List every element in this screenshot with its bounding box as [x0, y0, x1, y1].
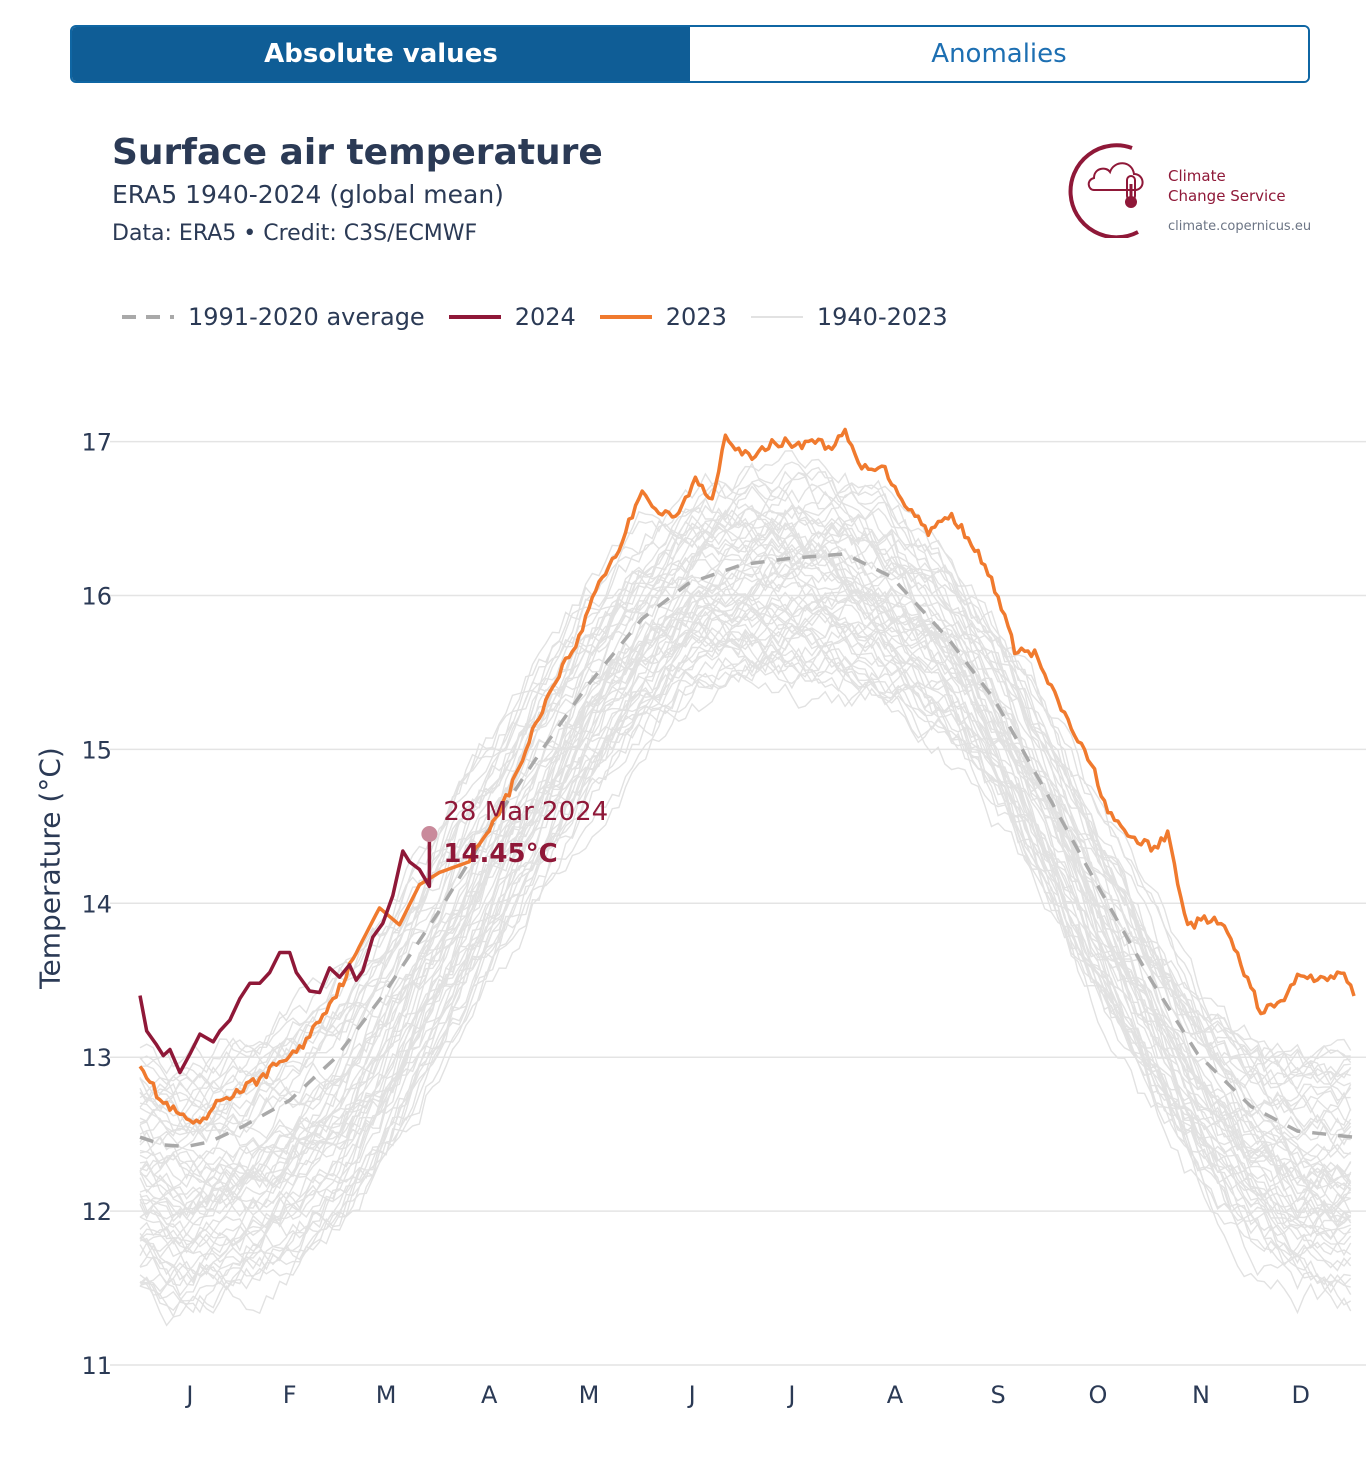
- historical-line: [139, 470, 1352, 1099]
- x-tick-label: F: [283, 1381, 297, 1409]
- legend-swatch-2024: [448, 315, 501, 319]
- view-toggle: Absolute values Anomalies: [70, 25, 1310, 83]
- historical-line: [139, 461, 1352, 1085]
- x-tick-label: M: [376, 1381, 397, 1409]
- legend-item-2023[interactable]: 2023: [598, 303, 727, 331]
- x-tick-label: S: [990, 1381, 1005, 1409]
- historical-line: [139, 507, 1351, 1113]
- historical-line: [139, 614, 1351, 1280]
- x-tick-label: J: [786, 1381, 795, 1409]
- legend-label-average: 1991-2020 average: [188, 303, 425, 331]
- x-tick-label: N: [1192, 1381, 1210, 1409]
- copernicus-logo: [1068, 143, 1144, 238]
- historical-line: [139, 621, 1352, 1284]
- chart-title: Surface air temperature: [112, 132, 603, 173]
- logo-text-line2: Change Service: [1168, 187, 1286, 205]
- legend-swatch-historical: [750, 316, 803, 318]
- y-ticks: 11 12 13 14 15 16 17: [81, 429, 112, 1380]
- historical-line: [139, 582, 1352, 1238]
- chart-legend: 1991-2020 average 2024 2023 1940-2023: [120, 300, 970, 334]
- historical-line: [139, 481, 1352, 1089]
- historical-line: [139, 503, 1351, 1137]
- y-tick-label: 13: [81, 1044, 112, 1072]
- average-line: [139, 552, 1355, 1149]
- historical-line: [139, 581, 1352, 1235]
- series-lines: [138, 427, 1356, 1149]
- historical-line: [139, 633, 1352, 1314]
- legend-label-2023: 2023: [665, 303, 727, 331]
- series-2024-line: [138, 834, 432, 1075]
- legend-swatch-average: [122, 315, 174, 319]
- historical-line: [139, 584, 1352, 1204]
- legend-swatch-2023: [599, 315, 652, 319]
- historical-line: [139, 513, 1352, 1132]
- historical-line: [139, 506, 1352, 1146]
- historical-line: [139, 620, 1352, 1265]
- x-tick-label: O: [1088, 1381, 1107, 1409]
- logo-text-line1: Climate: [1168, 167, 1226, 185]
- historical-line: [139, 450, 1351, 1079]
- x-tick-label: D: [1292, 1381, 1310, 1409]
- temperature-chart: 11 12 13 14 15 16 17 J F M A M J J A S O N D 28 Mar 2024 1…: [81, 427, 1366, 1409]
- historical-line: [139, 573, 1351, 1232]
- historical-line: [139, 604, 1352, 1254]
- historical-line: [139, 611, 1351, 1258]
- legend-item-historical[interactable]: 1940-2023: [749, 303, 948, 331]
- y-tick-label: 17: [81, 429, 112, 457]
- historical-line: [139, 609, 1352, 1286]
- historical-line: [139, 582, 1352, 1245]
- x-tick-label: A: [481, 1381, 498, 1409]
- x-tick-label: J: [184, 1381, 193, 1409]
- x-tick-label: A: [887, 1381, 904, 1409]
- chart-credit: Data: ERA5 • Credit: C3S/ECMWF: [112, 221, 478, 246]
- annotation-value-label: 14.45°C: [443, 839, 557, 869]
- historical-line: [139, 482, 1352, 1112]
- y-tick-label: 12: [81, 1198, 112, 1226]
- historical-line: [139, 514, 1351, 1117]
- x-tick-label: M: [579, 1381, 600, 1409]
- tab-absolute-values[interactable]: Absolute values: [72, 27, 690, 81]
- logo-url: climate.copernicus.eu: [1168, 219, 1312, 234]
- historical-line: [139, 642, 1352, 1287]
- x-tick-label: J: [687, 1381, 696, 1409]
- historical-lines: [139, 450, 1352, 1327]
- y-tick-label: 14: [81, 890, 112, 918]
- chart-subtitle: ERA5 1940-2024 (global mean): [112, 180, 504, 209]
- annotation-date-label: 28 Mar 2024: [443, 797, 608, 827]
- y-tick-label: 15: [81, 736, 112, 764]
- historical-line: [139, 535, 1352, 1191]
- legend-item-average[interactable]: 1991-2020 average: [120, 303, 425, 331]
- historical-line: [139, 530, 1352, 1203]
- thermometer-cloud-icon: [1068, 143, 1144, 238]
- legend-item-2024[interactable]: 2024: [447, 303, 576, 331]
- tab-anomalies[interactable]: Anomalies: [690, 27, 1308, 81]
- series-2023-line: [138, 427, 1356, 1125]
- historical-line: [139, 543, 1352, 1214]
- historical-line: [139, 605, 1351, 1221]
- y-tick-label: 16: [81, 582, 112, 610]
- historical-line: [139, 654, 1352, 1306]
- annotation: 28 Mar 2024 14.45°C: [421, 797, 608, 869]
- gridlines: [110, 440, 1366, 1366]
- historical-line: [139, 601, 1351, 1246]
- annotation-marker: [421, 826, 438, 843]
- historical-line: [139, 595, 1351, 1217]
- legend-label-2024: 2024: [514, 303, 576, 331]
- historical-line: [139, 630, 1351, 1296]
- y-tick-label: 11: [81, 1352, 112, 1380]
- legend-label-historical: 1940-2023: [816, 303, 948, 331]
